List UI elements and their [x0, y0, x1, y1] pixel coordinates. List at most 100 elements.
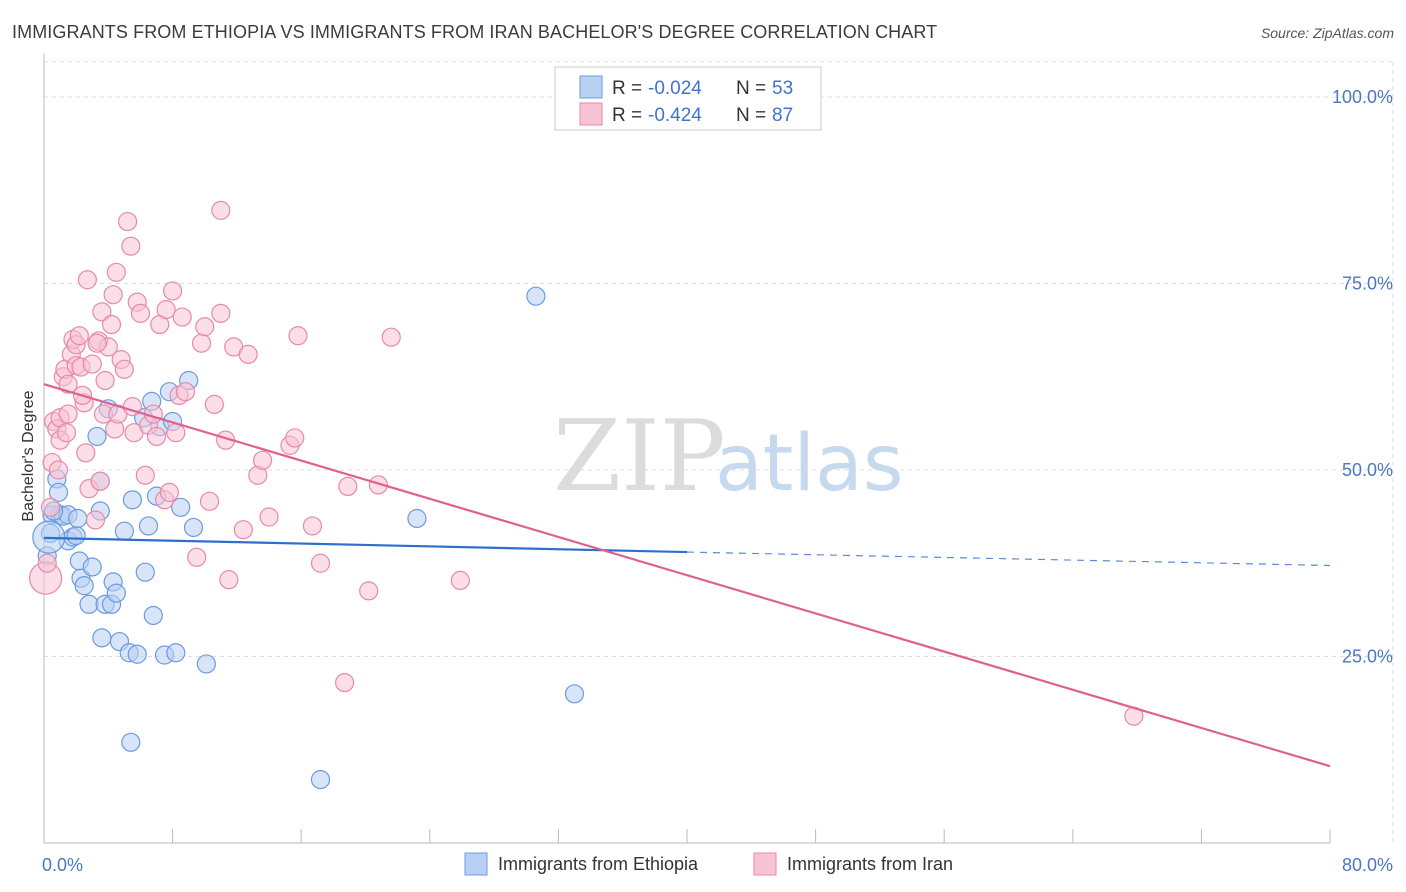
legend-n-label-ethiopia: N =: [736, 78, 766, 99]
legend: R = -0.024 N = 53 R = -0.424 N = 87: [554, 66, 822, 131]
legend-n-value-iran: 87: [772, 105, 793, 126]
point-ethiopia-30: [135, 562, 155, 582]
legend-r-value-iran: -0.424: [648, 105, 702, 126]
point-iran-60: [204, 394, 224, 414]
legend-swatch-iran: [579, 102, 603, 126]
point-ethiopia-4: [48, 482, 69, 502]
point-iran-43: [135, 465, 155, 485]
point-ethiopia-28: [127, 644, 147, 664]
point-iran-37: [117, 211, 138, 232]
legend-r-label-ethiopia: R =: [612, 78, 642, 99]
point-iran-28: [95, 370, 115, 391]
point-ethiopia-15: [82, 557, 102, 577]
point-iran-69: [259, 507, 279, 527]
point-ethiopia-10: [66, 526, 86, 546]
point-iran-74: [310, 553, 331, 573]
watermark: ZIP atlas: [553, 400, 904, 514]
point-ethiopia-22: [106, 583, 126, 603]
legend-n-value-ethiopia: 53: [772, 78, 793, 99]
legend-n-label-iran: N =: [736, 105, 766, 126]
y-tick-label-25: 25.0%: [1342, 647, 1393, 667]
point-iran-1: [37, 553, 57, 573]
point-iran-58: [195, 317, 215, 337]
point-iran-80: [450, 570, 470, 591]
point-ethiopia-16: [87, 426, 107, 447]
series-iran-points: [29, 200, 1144, 726]
trend-lines: [43, 383, 1331, 768]
point-ethiopia-13: [74, 576, 94, 596]
point-iran-11: [58, 404, 78, 424]
series-legend-label-ethiopia: Immigrants from Ethiopia: [498, 854, 699, 874]
point-iran-20: [77, 270, 98, 290]
point-ethiopia-18: [92, 628, 112, 648]
point-iran-75: [335, 673, 355, 693]
point-iran-76: [338, 476, 358, 497]
point-ethiopia-50: [526, 286, 546, 306]
series-legend-swatch-iran: [753, 852, 777, 876]
point-iran-25: [90, 471, 110, 491]
point-ethiopia-45: [68, 508, 88, 529]
point-ethiopia-43: [196, 654, 216, 674]
point-iran-2: [40, 497, 61, 517]
point-iran-72: [288, 326, 308, 346]
point-iran-57: [191, 333, 212, 353]
series-legend: Immigrants from Ethiopia Immigrants from…: [464, 852, 953, 876]
point-iran-51: [163, 281, 183, 301]
point-iran-52: [166, 423, 186, 443]
point-iran-61: [211, 303, 231, 323]
point-iran-82: [211, 200, 231, 220]
x-tick-label-max: 80.0%: [1342, 855, 1393, 875]
point-iran-77: [359, 581, 379, 601]
point-ethiopia-26: [121, 732, 141, 752]
point-ethiopia-14: [79, 594, 99, 614]
point-iran-59: [199, 491, 220, 511]
point-iran-73: [302, 516, 323, 536]
legend-r-label-iran: R =: [612, 105, 642, 126]
point-ethiopia-42: [183, 517, 204, 538]
point-iran-65: [233, 520, 253, 540]
point-iran-19: [76, 443, 96, 463]
point-ethiopia-49: [407, 508, 427, 529]
point-iran-63: [219, 570, 239, 590]
point-iran-66: [238, 344, 258, 364]
point-iran-23: [85, 510, 106, 530]
watermark-atlas: atlas: [715, 419, 904, 509]
x-tick-label-min: 0.0%: [42, 855, 83, 875]
point-iran-85: [48, 460, 69, 480]
point-iran-49: [156, 300, 176, 320]
y-axis-label: Bachelor's Degree: [20, 390, 37, 521]
trend-line-ethiopia-extrapolated: [686, 551, 1331, 567]
y-tick-label-100: 100.0%: [1332, 87, 1393, 107]
series-legend-label-iran: Immigrants from Iran: [787, 854, 953, 874]
source-label: Source: ZipAtlas.com: [1260, 25, 1394, 41]
point-iran-79: [381, 327, 401, 347]
point-iran-50: [159, 482, 179, 502]
series-legend-swatch-ethiopia: [464, 852, 488, 876]
point-iran-30: [101, 314, 122, 335]
point-iran-10: [58, 374, 78, 394]
point-iran-26: [92, 302, 112, 322]
point-ethiopia-31: [138, 516, 159, 536]
point-iran-78: [368, 475, 388, 495]
point-iran-54: [172, 307, 192, 327]
point-ethiopia-27: [122, 490, 143, 510]
point-iran-31: [103, 285, 123, 305]
point-iran-55: [175, 382, 196, 402]
legend-r-value-ethiopia: -0.024: [648, 78, 702, 99]
point-iran-22: [82, 354, 102, 374]
point-iran-83: [87, 333, 107, 353]
point-iran-71: [285, 428, 305, 448]
point-ethiopia-48: [310, 769, 331, 790]
axes: [43, 53, 1331, 844]
point-iran-16: [69, 326, 89, 346]
point-iran-36: [114, 359, 134, 379]
point-ethiopia-51: [564, 684, 585, 704]
legend-swatch-ethiopia: [579, 75, 603, 99]
point-iran-56: [187, 547, 207, 567]
point-iran-84: [56, 423, 77, 443]
point-iran-33: [106, 262, 126, 282]
point-ethiopia-39: [166, 643, 186, 663]
y-tick-labels: 25.0% 50.0% 75.0% 100.0%: [1332, 87, 1393, 667]
watermark-zip: ZIP: [553, 400, 726, 514]
point-ethiopia-24: [114, 521, 134, 541]
